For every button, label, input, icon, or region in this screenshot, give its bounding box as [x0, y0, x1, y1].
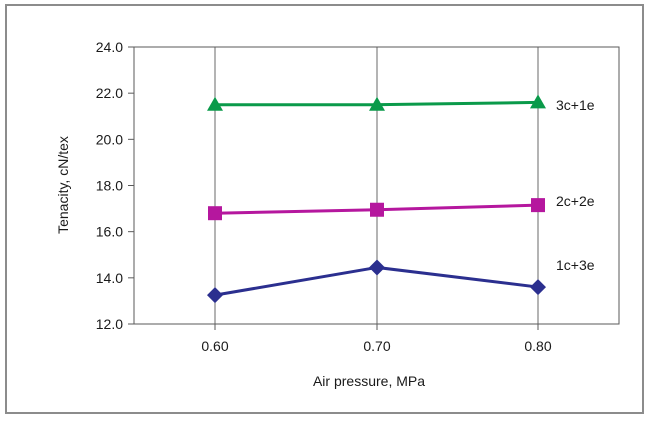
- data-point-3c+1e-1: [369, 96, 385, 111]
- data-point-2c+2e-1: [370, 202, 384, 217]
- x-tick-label-2: 0.80: [524, 338, 551, 354]
- axis-layer: 12.0 14.0 16.0 18.0 20.0 22.0 24.0 0.60 0.70 0.80: [96, 39, 620, 354]
- x-axis-title: Air pressure, MPa: [313, 373, 425, 389]
- data-point-2c+2e-0: [208, 206, 222, 221]
- data-point-1c+3e-1: [369, 259, 385, 276]
- series-label-3c+1e: 3c+1e: [556, 97, 595, 113]
- series-label-2c+2e: 2c+2e: [556, 193, 595, 209]
- y-tick-label-4: 20.0: [96, 131, 123, 147]
- grid-layer: [214, 47, 539, 324]
- series-layer: 3c+1e 2c+2e 1c+3e: [207, 94, 595, 304]
- y-tick-label-3: 18.0: [96, 178, 123, 194]
- y-tick-label-1: 14.0: [96, 270, 123, 286]
- data-point-1c+3e-0: [207, 287, 223, 304]
- data-point-3c+1e-0: [207, 96, 223, 111]
- y-tick-label-6: 24.0: [96, 39, 123, 55]
- x-tick-label-0: 0.60: [201, 338, 228, 354]
- data-point-2c+2e-2: [531, 198, 545, 213]
- x-tick-label-1: 0.70: [363, 338, 390, 354]
- y-tick-label-2: 16.0: [96, 224, 123, 240]
- y-tick-label-0: 12.0: [96, 316, 123, 332]
- series-label-1c+3e: 1c+3e: [556, 257, 595, 273]
- y-axis-title: Tenacity, cN/tex: [55, 136, 71, 234]
- data-point-3c+1e-2: [530, 94, 546, 109]
- y-tick-label-5: 22.0: [96, 85, 123, 101]
- data-point-1c+3e-2: [530, 279, 546, 296]
